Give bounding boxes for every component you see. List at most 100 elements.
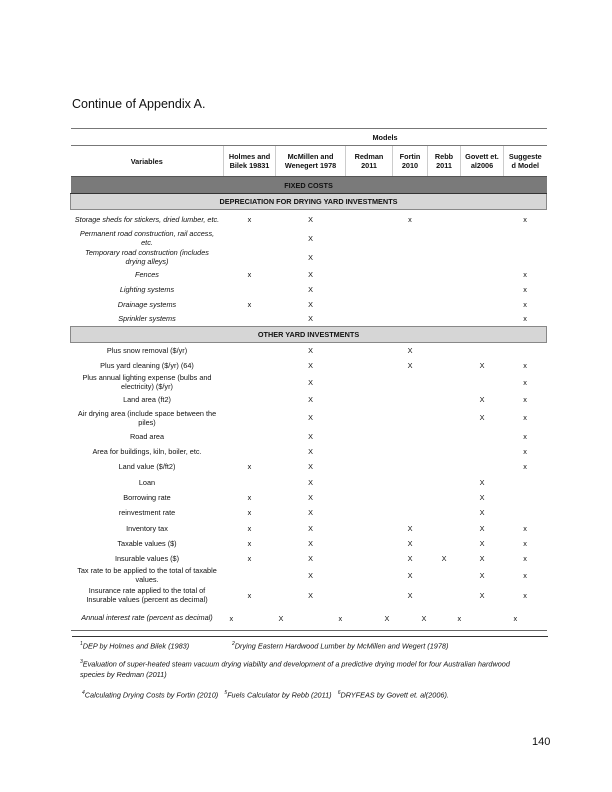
variable-label: Air drying area (include space between t…	[77, 408, 217, 427]
mark-cell	[393, 248, 428, 267]
section-other-yard: OTHER YARD INVESTMENTS	[69, 326, 548, 343]
mark-cell: X	[479, 570, 485, 580]
footnote-3: Evaluation of super-heated steam vacuum …	[82, 659, 510, 669]
models-comparison-table: Models Variables Holmes and Bilek 19831 Mc…	[69, 128, 548, 631]
mark-cell	[393, 490, 428, 505]
mark-cell	[224, 343, 276, 358]
mark-cell	[346, 229, 393, 248]
mark-cell	[504, 490, 547, 505]
mark-cell	[428, 490, 461, 505]
mark-cell	[428, 505, 461, 521]
mark-cell	[428, 444, 461, 459]
mark-cell	[346, 551, 393, 566]
variable-label: Tax rate to be applied to the total of t…	[77, 566, 217, 584]
mark-cell	[224, 312, 276, 327]
mark-cell: x	[408, 214, 412, 224]
mark-cell: x	[523, 570, 527, 580]
variable-label: Plus snow removal ($/yr)	[106, 345, 188, 355]
mark-cell: X	[308, 360, 313, 370]
mark-cell	[461, 248, 504, 267]
mark-cell	[346, 459, 393, 475]
mark-cell	[346, 267, 393, 282]
mark-cell	[428, 536, 461, 551]
mark-cell: x	[247, 299, 252, 309]
mark-cell: x	[247, 269, 252, 279]
mark-cell: X	[308, 523, 313, 533]
variable-label: Annual interest rate (percent as decimal…	[70, 605, 224, 631]
section-depreciation: DEPRECIATION FOR DRYING YARD INVESTMENTS	[69, 193, 548, 210]
mark-cell: X	[407, 345, 413, 355]
mark-cell	[428, 267, 461, 282]
mark-cell	[428, 297, 461, 312]
mark-cell	[461, 282, 504, 297]
column-header: McMillen and Wenegert 1978	[275, 145, 346, 177]
table-row: Air drying area (include space between t…	[71, 407, 547, 429]
mark-cell: X	[308, 314, 313, 324]
table-row: Plus snow removal ($/yr) X X	[71, 343, 547, 358]
fixed-costs-band: FIXED COSTS	[70, 176, 547, 194]
mark-cell: x	[457, 613, 462, 623]
mark-cell	[461, 373, 504, 392]
mark-cell: x	[513, 613, 518, 623]
table-row: Permanent road construction, rail access…	[71, 229, 547, 248]
variable-label: reinvestment rate	[118, 508, 176, 517]
mark-cell	[461, 297, 504, 312]
mark-cell	[461, 459, 504, 475]
mark-cell	[461, 210, 504, 229]
mark-cell	[346, 297, 393, 312]
mark-cell	[346, 312, 393, 327]
variable-label: Area for buildings, kiln, boiler, etc.	[92, 446, 202, 456]
mark-cell	[428, 429, 461, 444]
mark-cell: x	[247, 462, 252, 471]
mark-cell	[461, 267, 504, 282]
variable-label: Insurance rate applied to the total of I…	[86, 586, 208, 604]
variable-label: Lighting systems	[119, 284, 175, 294]
mark-cell: x	[523, 462, 527, 471]
mark-cell: x	[523, 590, 527, 600]
mark-cell	[504, 343, 547, 358]
mark-cell: X	[308, 462, 313, 471]
mark-cell: X	[308, 508, 313, 517]
mark-cell: x	[523, 360, 527, 370]
mark-cell	[224, 407, 276, 429]
mark-cell: X	[479, 538, 485, 548]
variable-label: Drainage systems	[117, 299, 177, 309]
mark-cell: X	[308, 252, 313, 262]
mark-cell	[224, 444, 276, 459]
mark-cell	[346, 358, 393, 373]
mark-cell: X	[308, 214, 313, 224]
mark-cell: X	[308, 299, 313, 309]
mark-cell	[224, 566, 276, 585]
mark-cell: X	[441, 553, 447, 563]
mark-cell	[346, 475, 393, 490]
footnote-1: DEP by Holmes and Bilek (1983)	[82, 641, 190, 651]
mark-cell: X	[407, 523, 413, 533]
mark-cell	[346, 566, 393, 585]
mark-cell: X	[421, 613, 427, 623]
mark-cell	[346, 444, 393, 459]
mark-cell: x	[247, 538, 252, 548]
mark-cell	[346, 282, 393, 297]
mark-cell	[428, 566, 461, 585]
mark-cell: X	[308, 538, 313, 548]
mark-cell	[504, 505, 547, 521]
footnote-5: Fuels Calculator by Rebb (2011)	[227, 690, 332, 700]
mark-cell: X	[384, 613, 390, 623]
mark-cell	[393, 475, 428, 490]
mark-cell: x	[523, 413, 527, 422]
mark-cell: x	[247, 553, 252, 563]
mark-cell: X	[308, 345, 313, 355]
mark-cell	[428, 373, 461, 392]
page-number: 140	[532, 736, 551, 748]
column-header: Govett et. al2006	[460, 145, 504, 177]
mark-cell	[428, 312, 461, 327]
mark-cell: x	[247, 492, 252, 502]
